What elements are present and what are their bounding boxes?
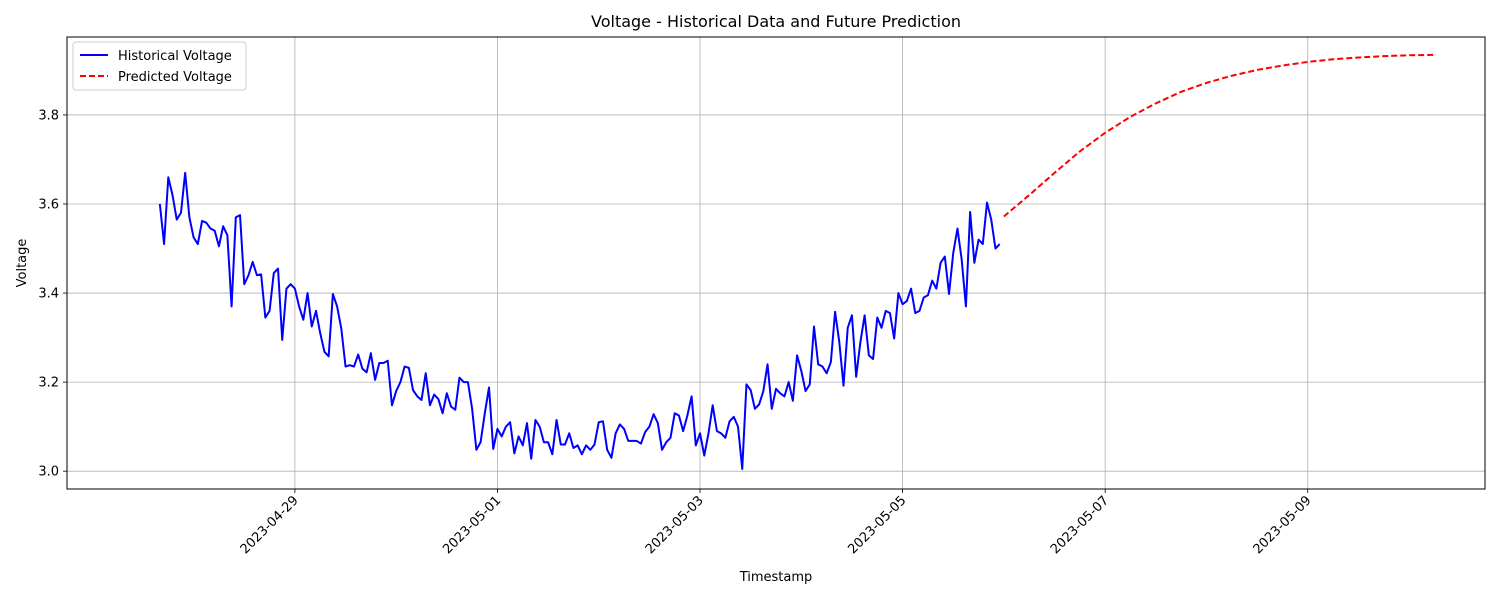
- y-tick-label: 3.8: [38, 108, 59, 123]
- y-tick-label: 3.0: [38, 465, 59, 480]
- chart-title: Voltage - Historical Data and Future Pre…: [591, 12, 961, 31]
- y-tick-label: 3.2: [38, 376, 59, 391]
- grid: [67, 37, 1485, 489]
- y-axis-label: Voltage: [15, 239, 30, 288]
- x-tick-label: 2023-05-07: [1048, 493, 1112, 557]
- y-tick-label: 3.4: [38, 287, 59, 302]
- legend: Historical Voltage Predicted Voltage: [72, 41, 247, 91]
- predicted-voltage-line: [1003, 53, 1435, 218]
- plot-frame: [66, 36, 1486, 490]
- y-tick-label: 3.6: [38, 197, 59, 212]
- x-tick-label: 2023-05-01: [440, 493, 504, 557]
- legend-historical-label: Historical Voltage: [118, 49, 232, 64]
- series-layer: [158, 53, 1435, 470]
- y-axis: 3.0 3.2 3.4 3.6 3.8: [38, 108, 67, 480]
- x-tick-label: 2023-05-09: [1251, 493, 1315, 557]
- x-tick-label: 2023-05-03: [643, 493, 707, 557]
- x-axis-label: Timestamp: [739, 570, 813, 585]
- legend-predicted-label: Predicted Voltage: [118, 70, 232, 85]
- x-tick-label: 2023-04-29: [238, 493, 302, 557]
- legend-box: [72, 41, 247, 91]
- historical-voltage-line: [158, 171, 1001, 470]
- x-axis: 2023-04-29 2023-05-01 2023-05-03 2023-05-05…: [238, 489, 1315, 557]
- x-tick-label: 2023-05-05: [845, 493, 909, 557]
